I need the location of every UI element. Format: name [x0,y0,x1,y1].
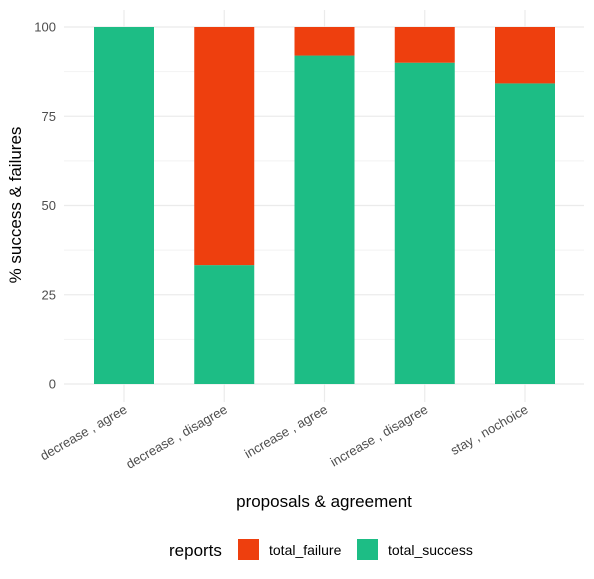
bars [94,27,555,385]
bar-total-failure-increase-disagree [394,27,455,63]
y-tick-label: 50 [42,198,56,213]
bar-total-failure-decrease-disagree [194,27,255,266]
legend: reports total_failure total_success [169,539,473,560]
bar-total-success-decrease-disagree [194,265,255,384]
y-tick-label: 75 [42,109,56,124]
y-tick-label: 25 [42,287,56,302]
x-tick-label: stay , nochoice [448,402,531,458]
bar-total-success-stay-nochoice [495,83,555,384]
y-axis-ticks: 0 25 50 75 100 [34,20,56,392]
x-tick-label: increase , agree [242,402,330,462]
legend-label-total-success: total_success [388,542,473,558]
bar-total-success-decrease-agree [94,27,154,384]
legend-swatch-total-success [357,539,378,560]
y-axis-title: % success & failures [6,127,25,284]
y-tick-label: 0 [49,377,56,392]
x-axis-title: proposals & agreement [236,492,412,511]
bar-total-failure-increase-agree [294,27,355,56]
legend-title: reports [169,541,222,560]
x-tick-label: decrease , agree [37,402,129,464]
bar-total-success-increase-agree [294,55,355,385]
bar-total-failure-stay-nochoice [495,27,555,84]
y-tick-label: 100 [34,20,56,35]
legend-swatch-total-failure [238,539,259,560]
x-tick-label: decrease , disagree [123,402,229,472]
legend-label-total-failure: total_failure [269,542,342,558]
bar-total-success-increase-disagree [394,62,455,384]
x-tick-label: increase , disagree [328,402,431,470]
